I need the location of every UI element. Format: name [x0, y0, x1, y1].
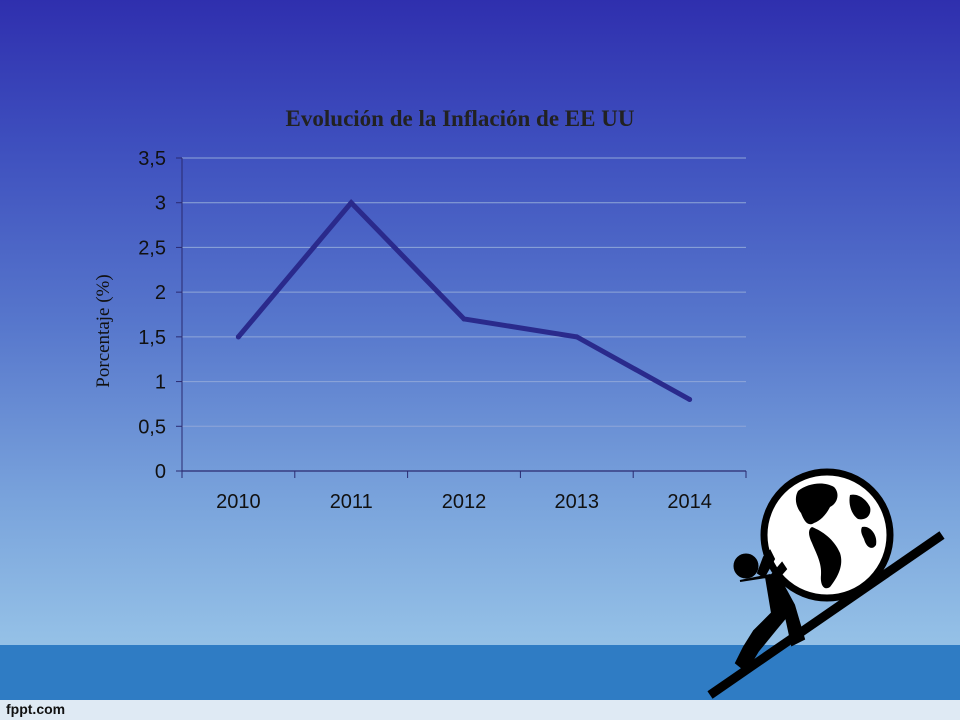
globe-continents	[795, 483, 877, 589]
y-tick-labels: 0 0,5 1 1,5 2 2,5 3 3,5	[138, 148, 166, 483]
footer-bar: fppt.com	[0, 700, 960, 720]
series	[235, 198, 693, 402]
y-tick-label: 1,5	[138, 327, 166, 349]
chart-title: Evolución de la Inflación de EE UU	[285, 106, 635, 131]
y-tick-label: 1	[155, 372, 166, 394]
data-point	[235, 334, 241, 340]
axes	[176, 157, 747, 478]
x-tick-label: 2012	[442, 491, 487, 513]
data-point	[348, 200, 354, 206]
footer-brand: fppt.com	[6, 701, 66, 717]
x-tick-labels: 2010 2011 2012 2013 2014	[216, 491, 712, 513]
x-tick-label: 2010	[216, 491, 261, 513]
y-tick-label: 3	[155, 193, 166, 215]
bottom-band	[0, 645, 960, 700]
y-tick-label: 2	[155, 282, 166, 304]
x-tick-label: 2013	[555, 491, 600, 513]
y-axis-label: Porcentaje (%)	[93, 274, 114, 387]
y-tick-label: 2,5	[138, 237, 166, 259]
x-tick-label: 2014	[667, 491, 712, 513]
series-line	[235, 198, 693, 402]
x-tick-label: 2011	[330, 491, 373, 513]
sisyphus-pushing-globe-icon	[707, 468, 945, 699]
y-tick-label: 3,5	[138, 148, 166, 170]
pushing-figure	[733, 549, 806, 673]
y-tick-label: 0	[155, 461, 166, 483]
data-point	[574, 334, 580, 340]
grid-lines	[182, 157, 746, 427]
data-point	[461, 316, 467, 322]
y-tick-label: 0,5	[138, 416, 166, 438]
data-point	[687, 396, 693, 402]
